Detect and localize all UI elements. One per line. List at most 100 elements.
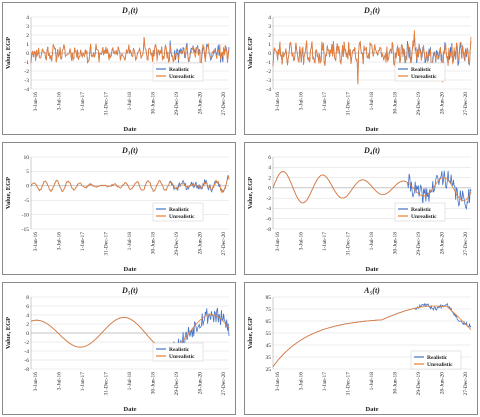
x-tick-label: 30-Jun-18 bbox=[151, 232, 157, 255]
y-tick-label: -4 bbox=[266, 206, 271, 212]
chart-panel-d5: D₅(t) -8 -6 -4 -2 0 2 4 6 8 3-Jan-16 3-Jul-16 1-Jan-… bbox=[2, 282, 236, 415]
y-tick-label: 4 bbox=[268, 15, 271, 21]
x-tick-label: 29-Dec-19 bbox=[174, 372, 180, 396]
y-tick-label: 2 bbox=[268, 33, 271, 39]
x-tick-label: 1-Jan-17 bbox=[80, 232, 86, 251]
x-tick-label: 28-Jun-20 bbox=[440, 232, 446, 255]
y-tick-label: 3 bbox=[26, 24, 29, 30]
series-unrealistic-line bbox=[30, 174, 230, 194]
x-tick-label: 1-Jul-18 bbox=[127, 232, 133, 251]
x-axis-label: Date bbox=[366, 266, 379, 273]
y-tick-label: -15 bbox=[22, 227, 30, 233]
y-axis-label: Value, EGP bbox=[247, 37, 254, 69]
x-tick-label: 27-Dec-20 bbox=[463, 92, 469, 116]
y-tick-label: 4 bbox=[26, 313, 29, 319]
y-tick-label: -3 bbox=[266, 78, 271, 84]
y-axis-label: Value, EGP bbox=[5, 317, 12, 349]
y-axis-label: Value, EGP bbox=[247, 177, 254, 209]
y-tick-label: -3 bbox=[24, 78, 29, 84]
x-tick-label: 27-Dec-20 bbox=[221, 372, 227, 396]
x-tick-label: 1-Jul-18 bbox=[369, 372, 375, 391]
y-tick-label: 0 bbox=[268, 51, 271, 57]
series-unrealistic-line bbox=[272, 30, 472, 85]
chart-title: D₁(t) bbox=[121, 6, 138, 15]
legend-label-unrealistic: Unrealistic bbox=[169, 74, 195, 80]
legend-label-realistic: Realistic bbox=[411, 67, 432, 73]
y-tick-label: -2 bbox=[266, 69, 271, 75]
chart-svg: D₄(t) -8 -6 -4 -2 0 2 4 6 3-Jan-16 3-Jul-16 1-Jan-1… bbox=[247, 146, 472, 273]
y-tick-label: 5 bbox=[26, 169, 29, 175]
chart-svg: A₅(t) 25 35 45 55 65 75 85 3-Jan-16 3-Jul-16 1-Jan… bbox=[247, 286, 472, 413]
y-tick-label: 0 bbox=[26, 331, 29, 337]
y-tick-label: 1 bbox=[268, 42, 271, 48]
x-tick-label: 3-Jan-16 bbox=[275, 92, 281, 111]
x-axis-label: Date bbox=[366, 406, 379, 413]
y-tick-label: 4 bbox=[26, 15, 29, 21]
x-tick-label: 27-Dec-20 bbox=[463, 232, 469, 256]
x-tick-label: 3-Jul-16 bbox=[299, 92, 305, 111]
x-tick-label: 31-Dec-17 bbox=[104, 92, 110, 116]
legend-label-realistic: Realistic bbox=[427, 355, 448, 361]
x-tick-label: 29-Dec-19 bbox=[416, 92, 422, 116]
y-tick-label: -2 bbox=[24, 69, 29, 75]
y-tick-label: 55 bbox=[266, 331, 272, 337]
x-tick-label: 1-Jan-17 bbox=[322, 232, 328, 251]
x-tick-label: 30-Jun-18 bbox=[151, 92, 157, 115]
chart-svg: D₂(t) -4 -3 -2 -1 0 1 2 3 4 3-Jan-16 3-Jul-16 1-Jan-… bbox=[247, 6, 472, 133]
y-tick-label: -8 bbox=[266, 227, 271, 233]
y-tick-label: 3 bbox=[268, 24, 271, 30]
y-axis-label: Value, EGP bbox=[5, 37, 12, 69]
x-tick-label: 31-Dec-17 bbox=[346, 232, 352, 256]
y-tick-label: 10 bbox=[24, 155, 30, 161]
x-tick-label: 31-Dec-17 bbox=[104, 232, 110, 256]
x-tick-label: 3-Jan-16 bbox=[33, 372, 39, 391]
series-unrealistic-line bbox=[272, 171, 472, 204]
x-tick-label: 28-Jun-20 bbox=[198, 232, 204, 255]
y-tick-label: 75 bbox=[266, 307, 272, 313]
y-tick-label: -2 bbox=[24, 340, 29, 346]
x-tick-label: 27-Dec-20 bbox=[221, 92, 227, 116]
x-tick-label: 3-Jan-16 bbox=[275, 232, 281, 251]
y-tick-label: -4 bbox=[24, 349, 29, 355]
y-tick-label: 2 bbox=[26, 33, 29, 39]
x-tick-label: 1-Jan-17 bbox=[322, 372, 328, 391]
x-tick-label: 30-Jun-18 bbox=[393, 372, 399, 395]
chart-panel-d4: D₄(t) -8 -6 -4 -2 0 2 4 6 3-Jan-16 3-Jul-16 1-Jan-1… bbox=[244, 142, 478, 275]
x-tick-label: 3-Jul-16 bbox=[299, 232, 305, 251]
legend-label-realistic: Realistic bbox=[169, 347, 190, 353]
chart-panel-d1: D₁(t) -4 -3 -2 -1 0 1 2 3 4 3-Jan-16 3-Jul-16 1-Jan-… bbox=[2, 2, 236, 135]
chart-panel-d2: D₂(t) -4 -3 -2 -1 0 1 2 3 4 3-Jan-16 3-Jul-16 1-Jan-… bbox=[244, 2, 478, 135]
y-tick-label: 0 bbox=[26, 184, 29, 190]
y-tick-label: -5 bbox=[24, 198, 29, 204]
legend-label-realistic: Realistic bbox=[411, 207, 432, 213]
chart-title: D₅(t) bbox=[121, 286, 138, 295]
x-tick-label: 3-Jan-16 bbox=[275, 372, 281, 391]
y-tick-label: 6 bbox=[268, 155, 271, 161]
x-tick-label: 3-Jul-16 bbox=[57, 372, 63, 391]
series-unrealistic-line bbox=[30, 314, 230, 351]
y-tick-label: 1 bbox=[26, 42, 29, 48]
x-tick-label: 29-Dec-19 bbox=[416, 372, 422, 396]
y-tick-label: -4 bbox=[266, 87, 271, 93]
legend-label-unrealistic: Unrealistic bbox=[169, 354, 195, 360]
y-axis-label: Value, EGP bbox=[247, 317, 254, 349]
x-tick-label: 30-Jun-18 bbox=[393, 232, 399, 255]
chart-title: D₄(t) bbox=[363, 146, 380, 155]
x-tick-label: 30-Jun-18 bbox=[151, 372, 157, 395]
y-tick-label: 65 bbox=[266, 319, 272, 325]
legend-label-unrealistic: Unrealistic bbox=[411, 214, 437, 220]
x-tick-label: 3-Jan-16 bbox=[33, 92, 39, 111]
x-tick-label: 30-Jun-18 bbox=[393, 92, 399, 115]
y-tick-label: 85 bbox=[266, 295, 272, 301]
x-tick-label: 28-Jun-20 bbox=[440, 92, 446, 115]
x-tick-label: 29-Dec-19 bbox=[174, 232, 180, 256]
x-tick-label: 1-Jan-17 bbox=[322, 92, 328, 111]
x-tick-label: 29-Dec-19 bbox=[416, 232, 422, 256]
chart-title: A₅(t) bbox=[363, 286, 380, 295]
x-tick-label: 1-Jul-18 bbox=[127, 92, 133, 111]
x-axis-label: Date bbox=[366, 126, 379, 133]
